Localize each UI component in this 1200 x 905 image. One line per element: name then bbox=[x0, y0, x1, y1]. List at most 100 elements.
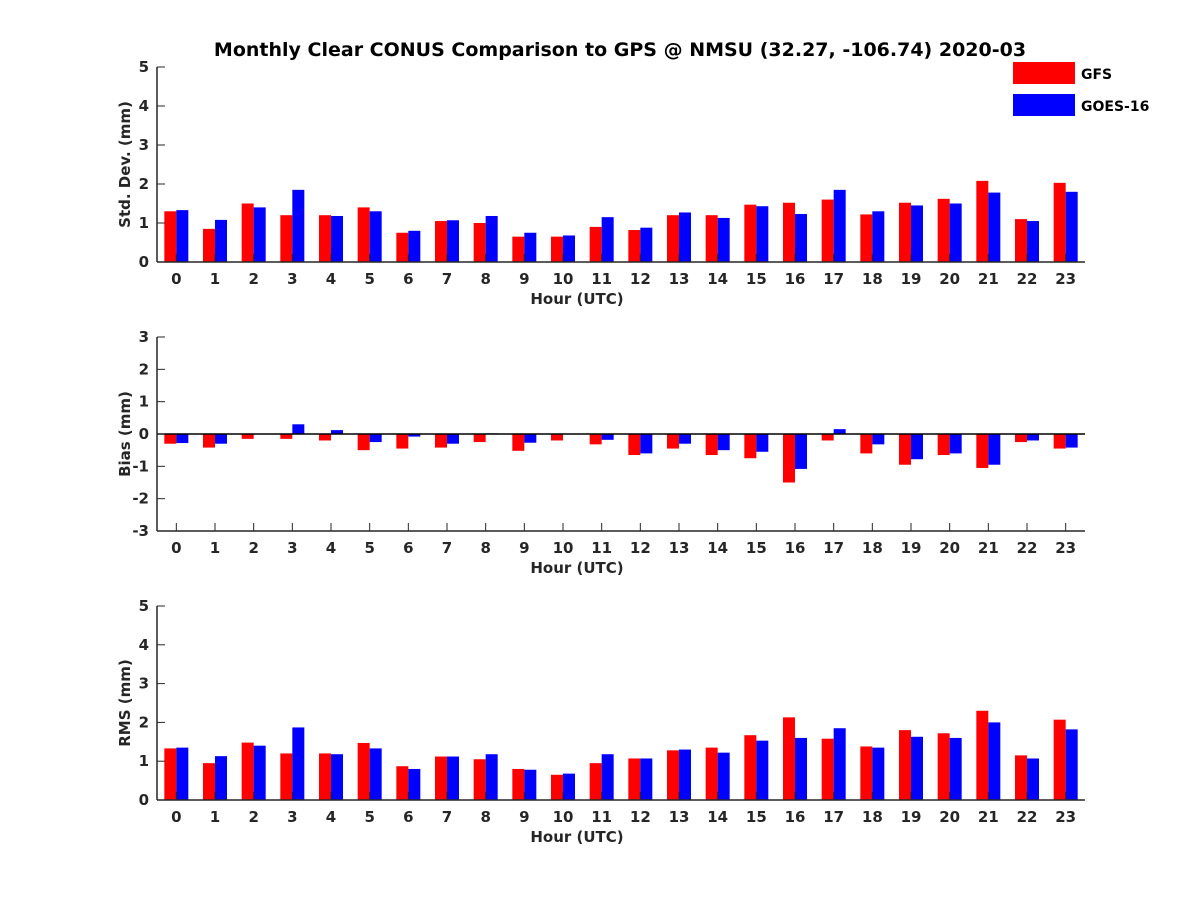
x-tick-label: 2 bbox=[248, 808, 258, 826]
bar-goes-16-hour-5 bbox=[369, 748, 382, 800]
legend-item-gfs: GFS bbox=[1013, 62, 1112, 84]
bar-goes-16-hour-3 bbox=[292, 189, 305, 262]
bar-goes-16-hour-15 bbox=[756, 740, 769, 800]
bar-gfs-hour-22 bbox=[1015, 219, 1027, 262]
x-tick-label: 10 bbox=[553, 808, 574, 826]
bar-goes-16-hour-3 bbox=[292, 424, 305, 434]
bar-gfs-hour-14 bbox=[705, 434, 718, 456]
bar-goes-16-hour-10 bbox=[563, 235, 575, 262]
bar-goes-16-hour-17 bbox=[833, 728, 846, 800]
y-tick-label: 2 bbox=[139, 713, 149, 731]
bar-gfs-hour-20 bbox=[937, 434, 950, 456]
bar-gfs-hour-23 bbox=[1053, 719, 1066, 800]
bar-gfs-hour-21 bbox=[976, 180, 989, 262]
x-tick-label: 19 bbox=[901, 270, 922, 288]
y-tick-label: 1 bbox=[139, 752, 149, 770]
bar-goes-16-hour-7 bbox=[447, 756, 459, 800]
bar-gfs-hour-21 bbox=[976, 434, 989, 468]
x-tick-label: 12 bbox=[630, 270, 651, 288]
x-tick-label: 7 bbox=[442, 808, 452, 826]
bar-gfs-hour-2 bbox=[241, 742, 254, 800]
x-tick-label: 1 bbox=[210, 270, 220, 288]
bar-goes-16-hour-16 bbox=[795, 214, 807, 262]
bar-goes-16-hour-13 bbox=[679, 212, 691, 262]
bar-gfs-hour-21 bbox=[976, 710, 989, 800]
bar-goes-16-hour-3 bbox=[292, 727, 305, 800]
y-tick-label: 2 bbox=[139, 360, 149, 378]
x-tick-label: 22 bbox=[1017, 270, 1038, 288]
bar-goes-16-hour-6 bbox=[408, 434, 421, 437]
x-tick-label: 5 bbox=[364, 270, 374, 288]
bar-goes-16-hour-0 bbox=[176, 210, 189, 262]
x-tick-label: 14 bbox=[707, 270, 728, 288]
bar-goes-16-hour-12 bbox=[640, 758, 653, 800]
x-tick-label: 21 bbox=[978, 808, 999, 826]
bar-gfs-hour-17 bbox=[821, 738, 834, 800]
bar-gfs-hour-20 bbox=[937, 733, 950, 800]
bar-goes-16-hour-19 bbox=[911, 736, 923, 800]
legend-label: GFS bbox=[1081, 67, 1112, 83]
bar-gfs-hour-14 bbox=[705, 747, 718, 800]
bar-gfs-hour-12 bbox=[628, 230, 641, 262]
bar-gfs-hour-23 bbox=[1053, 182, 1066, 262]
bar-goes-16-hour-5 bbox=[369, 211, 382, 262]
x-tick-label: 22 bbox=[1017, 808, 1038, 826]
bar-gfs-hour-7 bbox=[435, 221, 447, 262]
bar-goes-16-hour-23 bbox=[1065, 191, 1078, 262]
bar-goes-16-hour-6 bbox=[408, 230, 421, 262]
bar-goes-16-hour-11 bbox=[601, 217, 614, 262]
bar-gfs-hour-20 bbox=[937, 198, 950, 262]
bar-gfs-hour-4 bbox=[319, 215, 331, 262]
x-tick-label: 9 bbox=[519, 808, 529, 826]
x-tick-label: 3 bbox=[287, 539, 297, 557]
x-tick-label: 9 bbox=[519, 539, 529, 557]
bar-gfs-hour-16 bbox=[783, 202, 795, 262]
bar-goes-16-hour-13 bbox=[679, 749, 691, 800]
bar-goes-16-hour-8 bbox=[485, 215, 498, 262]
bar-goes-16-hour-21 bbox=[988, 434, 1001, 465]
bar-gfs-hour-17 bbox=[821, 434, 834, 441]
bar-gfs-hour-1 bbox=[203, 763, 215, 800]
x-tick-label: 4 bbox=[326, 539, 336, 557]
x-tick-label: 8 bbox=[480, 808, 490, 826]
x-tick-label: 2 bbox=[248, 270, 258, 288]
bar-goes-16-hour-2 bbox=[253, 207, 266, 262]
bar-goes-16-hour-19 bbox=[911, 205, 923, 262]
bar-goes-16-hour-22 bbox=[1027, 758, 1039, 800]
bar-goes-16-hour-1 bbox=[215, 219, 227, 262]
x-tick-label: 15 bbox=[746, 808, 767, 826]
bar-goes-16-hour-14 bbox=[717, 217, 730, 262]
bar-gfs-hour-13 bbox=[667, 434, 679, 449]
bar-goes-16-hour-17 bbox=[833, 189, 846, 262]
x-tick-label: 0 bbox=[171, 539, 181, 557]
y-tick-label: 5 bbox=[139, 597, 149, 615]
bar-gfs-hour-15 bbox=[744, 204, 757, 262]
bar-gfs-hour-5 bbox=[357, 434, 370, 451]
bar-gfs-hour-17 bbox=[821, 199, 834, 262]
x-tick-label: 9 bbox=[519, 270, 529, 288]
x-tick-label: 4 bbox=[326, 808, 336, 826]
bar-gfs-hour-3 bbox=[280, 215, 293, 262]
x-axis-label: Hour (UTC) bbox=[530, 828, 623, 846]
y-tick-label: 0 bbox=[139, 253, 149, 271]
bar-gfs-hour-5 bbox=[357, 742, 370, 800]
bar-goes-16-hour-16 bbox=[795, 434, 807, 469]
bar-gfs-hour-8 bbox=[473, 434, 486, 443]
x-axis-label: Hour (UTC) bbox=[530, 290, 623, 308]
bar-gfs-hour-13 bbox=[667, 215, 679, 262]
x-tick-label: 17 bbox=[823, 539, 844, 557]
bar-goes-16-hour-20 bbox=[949, 203, 962, 262]
y-tick-label: 0 bbox=[139, 425, 149, 443]
bar-goes-16-hour-15 bbox=[756, 434, 769, 452]
x-tick-label: 8 bbox=[480, 539, 490, 557]
x-tick-label: 2 bbox=[248, 539, 258, 557]
bar-gfs-hour-11 bbox=[589, 763, 602, 800]
bar-goes-16-hour-7 bbox=[447, 220, 459, 262]
x-tick-label: 19 bbox=[901, 539, 922, 557]
bar-goes-16-hour-13 bbox=[679, 434, 691, 444]
bar-gfs-hour-9 bbox=[512, 768, 525, 800]
x-tick-label: 18 bbox=[862, 270, 883, 288]
